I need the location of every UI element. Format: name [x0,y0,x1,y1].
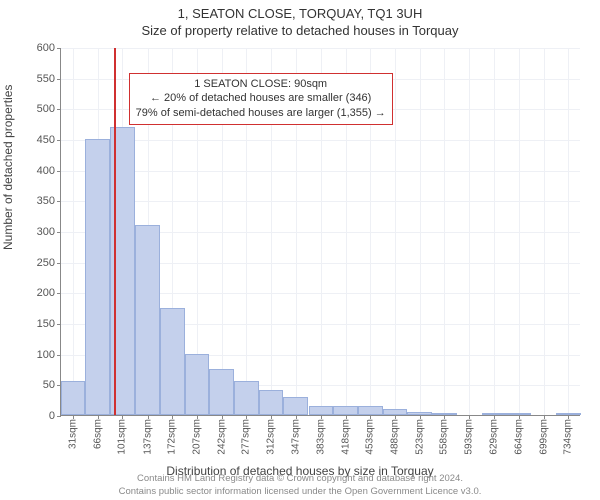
histogram-bar [135,225,160,415]
gridline [568,48,569,415]
gridline [494,48,495,415]
y-tick-mark [57,355,61,356]
reference-marker-line [114,48,116,415]
plot-region: 05010015020025030035040045050055060031sq… [60,48,580,416]
x-tick-label: 488sqm [389,415,400,455]
y-tick-mark [57,48,61,49]
y-tick-mark [57,109,61,110]
footer-attribution: Contains HM Land Registry data © Crown c… [0,473,600,498]
x-tick-label: 242sqm [216,415,227,455]
gridline [420,48,421,415]
x-tick-label: 629sqm [489,415,500,455]
annotation-line: ← 20% of detached houses are smaller (34… [136,91,386,106]
x-tick-label: 453sqm [365,415,376,455]
histogram-bar [556,413,581,415]
y-tick-mark [57,201,61,202]
y-tick-mark [57,171,61,172]
histogram-bar [209,369,234,415]
gridline [469,48,470,415]
x-tick-label: 347sqm [290,415,301,455]
y-tick-mark [57,263,61,264]
histogram-bar [432,413,457,415]
x-tick-label: 418sqm [340,415,351,455]
y-tick-mark [57,324,61,325]
x-tick-label: 277sqm [241,415,252,455]
x-tick-label: 66sqm [92,415,103,449]
histogram-bar [309,406,334,415]
histogram-bar [283,397,308,415]
gridline [395,48,396,415]
footer-line: Contains HM Land Registry data © Crown c… [0,473,600,485]
y-tick-mark [57,416,61,417]
annotation-box: 1 SEATON CLOSE: 90sqm← 20% of detached h… [129,73,393,126]
histogram-bar [383,409,408,415]
x-tick-label: 593sqm [463,415,474,455]
histogram-bar [185,354,210,415]
gridline [519,48,520,415]
x-tick-label: 31sqm [67,415,78,449]
y-axis-label: Number of detached properties [1,85,15,250]
x-tick-label: 312sqm [265,415,276,455]
x-tick-label: 664sqm [513,415,524,455]
y-tick-mark [57,232,61,233]
page-title: 1, SEATON CLOSE, TORQUAY, TQ1 3UH [0,0,600,21]
x-tick-label: 734sqm [563,415,574,455]
y-tick-mark [57,79,61,80]
x-tick-label: 523sqm [414,415,425,455]
page-subtitle: Size of property relative to detached ho… [0,21,600,38]
histogram-bar [507,413,532,415]
footer-line: Contains public sector information licen… [0,486,600,498]
x-tick-label: 172sqm [167,415,178,455]
gridline [444,48,445,415]
x-tick-label: 137sqm [142,415,153,455]
chart-area: 05010015020025030035040045050055060031sq… [60,48,580,416]
annotation-line: 1 SEATON CLOSE: 90sqm [136,77,386,92]
histogram-bar [85,139,110,415]
histogram-bar [482,413,507,415]
gridline [544,48,545,415]
x-tick-label: 207sqm [191,415,202,455]
gridline [73,48,74,415]
histogram-bar [61,381,86,415]
histogram-bar [259,390,284,415]
x-tick-label: 699sqm [538,415,549,455]
histogram-bar [234,381,259,415]
x-tick-label: 101sqm [117,415,128,455]
histogram-bar [407,412,432,415]
y-tick-mark [57,140,61,141]
histogram-bar [160,308,185,415]
histogram-bar [333,406,358,415]
histogram-bar [358,406,383,415]
x-tick-label: 558sqm [439,415,450,455]
y-tick-mark [57,293,61,294]
x-tick-label: 383sqm [316,415,327,455]
annotation-line: 79% of semi-detached houses are larger (… [136,106,386,121]
